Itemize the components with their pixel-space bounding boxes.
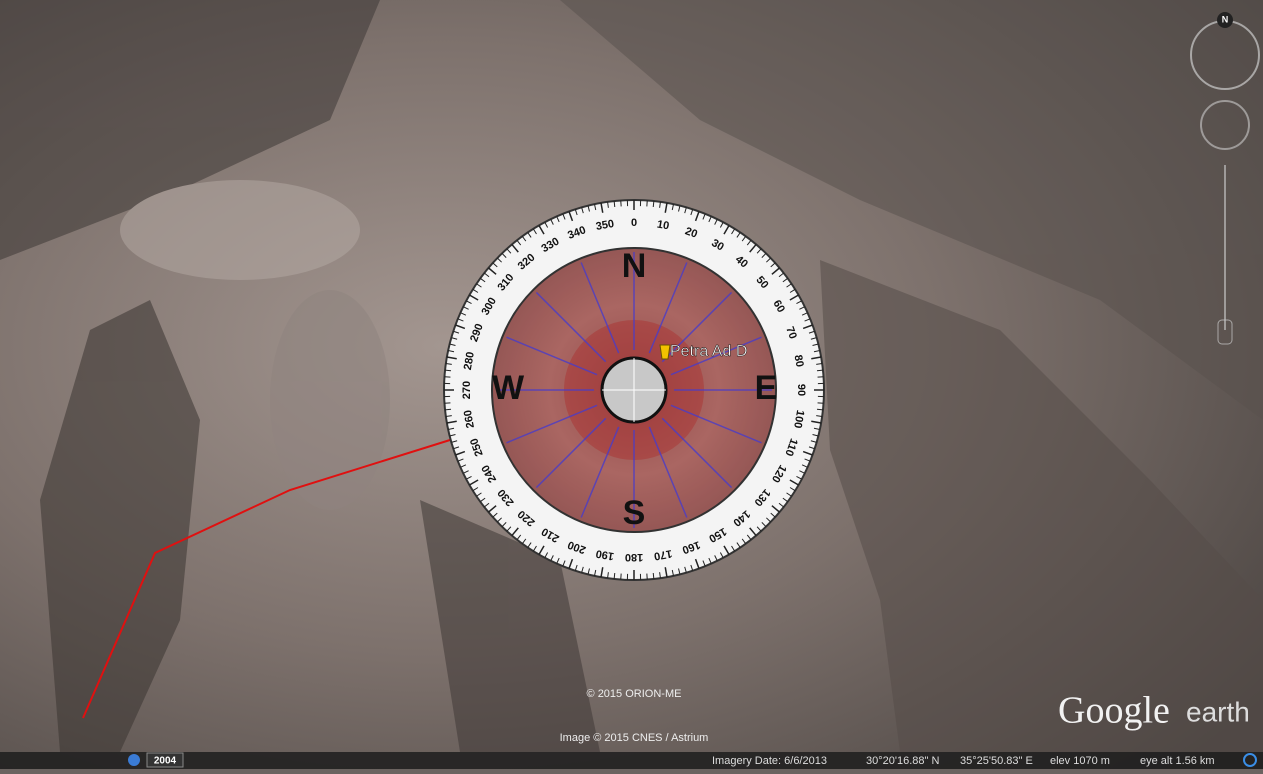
logo: Google <box>1058 690 1170 732</box>
eye-altitude: eye alt 1.56 km <box>1140 755 1215 767</box>
longitude: 35°25'50.83" E <box>960 755 1033 767</box>
degree-label: 180 <box>625 551 643 563</box>
logo: earth <box>1186 696 1250 727</box>
degree-label: 90 <box>795 384 807 396</box>
bezel-tick <box>614 573 615 579</box>
cardinal-north: N <box>622 247 647 285</box>
elevation: elev 1070 m <box>1050 755 1110 767</box>
bezel-tick <box>614 201 615 207</box>
degree-label: 80 <box>792 354 806 368</box>
cardinal-west: W <box>492 369 525 407</box>
placemark-pin[interactable] <box>660 345 670 359</box>
historical-year[interactable]: 2004 <box>154 756 177 767</box>
copyright: © 2015 ORION-ME <box>587 688 682 700</box>
north-label[interactable]: N <box>1222 14 1229 24</box>
bezel-tick <box>653 573 654 579</box>
bezel-tick <box>445 370 451 371</box>
latitude: 30°20'16.88" N <box>866 755 939 767</box>
history-icon[interactable] <box>128 754 140 766</box>
degree-label: 0 <box>631 217 637 229</box>
bezel-tick <box>817 370 823 371</box>
bezel-tick <box>445 409 451 410</box>
copyright: Image © 2015 CNES / Astrium <box>560 732 709 744</box>
map-view: 0102030405060708090100110120130140150160… <box>0 0 1263 769</box>
bezel-tick <box>653 201 654 207</box>
degree-label: 270 <box>461 381 473 399</box>
placemark-label[interactable]: Petra Ad D <box>670 343 747 360</box>
imagery-date: Imagery Date: 6/6/2013 <box>712 755 827 767</box>
degree-label: 10 <box>656 218 670 232</box>
cardinal-east: E <box>755 369 778 407</box>
cardinal-south: S <box>623 494 646 532</box>
bezel-tick <box>817 409 823 410</box>
